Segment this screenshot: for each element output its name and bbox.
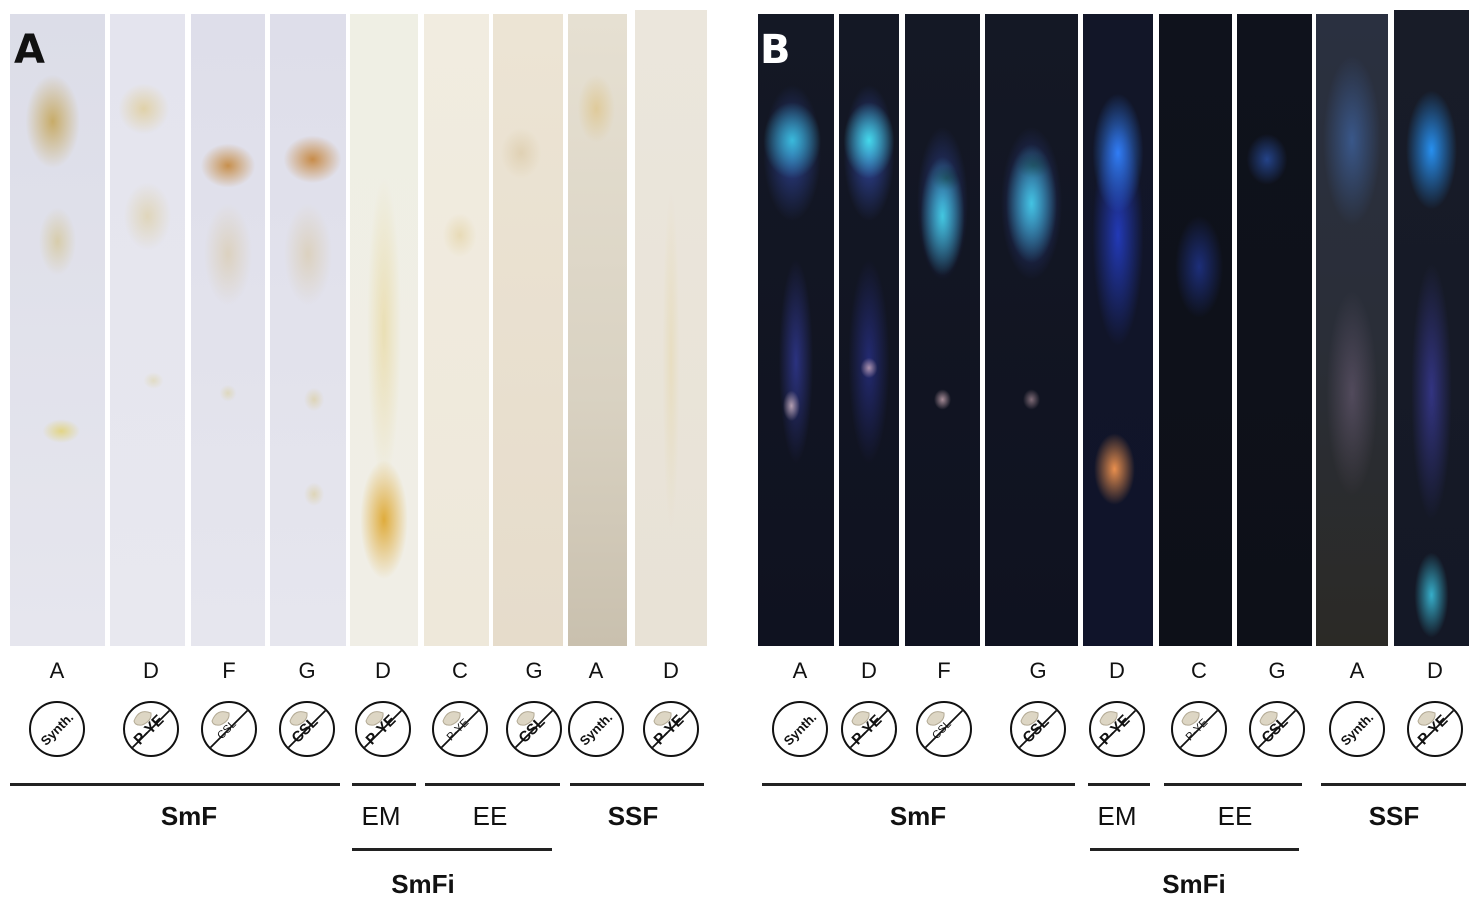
seed-icon — [648, 706, 694, 752]
tlc-strip — [1237, 14, 1312, 646]
seed-icon — [921, 706, 967, 752]
lane-label: G — [525, 658, 543, 683]
tlc-strip — [270, 14, 346, 646]
medium-badge: P-YE — [432, 701, 488, 757]
group-bar-smfi — [352, 848, 552, 851]
seed-icon — [1412, 706, 1458, 752]
lane-label: D — [663, 658, 679, 683]
tlc-strip — [10, 14, 105, 646]
panel-a-label: A — [14, 27, 45, 73]
lane-label: D — [143, 658, 159, 683]
group-bar-ssf — [1321, 783, 1466, 786]
tlc-strip — [1316, 14, 1388, 646]
seed-icon — [206, 706, 252, 752]
group-bar-smf — [10, 783, 340, 786]
seed-icon — [360, 706, 406, 752]
group-label-smf: SmF — [160, 801, 218, 831]
lane-label: D — [1427, 658, 1443, 683]
medium-label: Synth. — [1337, 709, 1377, 749]
group-label-ee: EE — [472, 801, 508, 831]
medium-badge: P-YE — [123, 701, 179, 757]
medium-label: Synth. — [576, 709, 616, 749]
seed-icon — [437, 706, 483, 752]
seed-icon — [1176, 706, 1222, 752]
lane-label: A — [792, 658, 808, 683]
tlc-strip — [191, 14, 265, 646]
tlc-strip — [635, 10, 707, 646]
seed-icon — [1254, 706, 1300, 752]
medium-badge: CSL — [1249, 701, 1305, 757]
seed-icon — [511, 706, 557, 752]
medium-badge: Synth. — [772, 701, 828, 757]
lane-label: D — [861, 658, 877, 683]
medium-badge: CSL — [201, 701, 257, 757]
group-bar-smfi — [1090, 848, 1299, 851]
lane-label: A — [49, 658, 65, 683]
group-label-smfi: SmFi — [391, 869, 455, 899]
medium-badge: Synth. — [568, 701, 624, 757]
group-bar-smf — [762, 783, 1075, 786]
group-bar-em — [352, 783, 416, 786]
group-label-em: EM — [1097, 801, 1137, 831]
tlc-strip — [1083, 14, 1153, 646]
group-bar-em — [1088, 783, 1150, 786]
medium-badge: CSL — [506, 701, 562, 757]
medium-badge: P-YE — [1089, 701, 1145, 757]
seed-icon — [128, 706, 174, 752]
group-bar-ee — [1164, 783, 1302, 786]
panel-b-label: B — [760, 27, 791, 73]
medium-label: Synth. — [37, 709, 77, 749]
seed-icon — [846, 706, 892, 752]
tlc-strip — [110, 14, 185, 646]
tlc-strip — [985, 14, 1078, 646]
tlc-strip — [758, 14, 834, 646]
seed-icon — [1094, 706, 1140, 752]
lane-label: F — [937, 658, 951, 683]
group-label-ssf: SSF — [607, 801, 659, 831]
tlc-strip — [568, 14, 627, 646]
group-bar-ee — [425, 783, 560, 786]
lane-label: A — [588, 658, 604, 683]
lane-label: G — [298, 658, 316, 683]
lane-label: C — [452, 658, 468, 683]
medium-badge: CSL — [279, 701, 335, 757]
group-label-ssf: SSF — [1368, 801, 1420, 831]
group-label-em: EM — [361, 801, 401, 831]
medium-badge: P-YE — [841, 701, 897, 757]
group-label-ee: EE — [1217, 801, 1253, 831]
seed-icon — [284, 706, 330, 752]
seed-icon — [1015, 706, 1061, 752]
tlc-strip — [350, 14, 418, 646]
tlc-strip — [1159, 14, 1232, 646]
medium-badge: CSL — [916, 701, 972, 757]
medium-badge: P-YE — [643, 701, 699, 757]
tlc-strip — [1394, 10, 1469, 646]
medium-badge: P-YE — [1407, 701, 1463, 757]
medium-badge: CSL — [1010, 701, 1066, 757]
group-label-smfi: SmFi — [1162, 869, 1226, 899]
lane-label: G — [1029, 658, 1047, 683]
medium-badge: P-YE — [355, 701, 411, 757]
tlc-strip — [493, 14, 563, 646]
tlc-strip — [424, 14, 489, 646]
lane-label: C — [1191, 658, 1207, 683]
tlc-strip — [839, 14, 899, 646]
group-label-smf: SmF — [889, 801, 947, 831]
lane-label: D — [1109, 658, 1125, 683]
tlc-strip — [905, 14, 980, 646]
group-bar-ssf — [570, 783, 704, 786]
lane-label: F — [222, 658, 236, 683]
medium-badge: P-YE — [1171, 701, 1227, 757]
lane-label: A — [1349, 658, 1365, 683]
medium-badge: Synth. — [1329, 701, 1385, 757]
medium-badge: Synth. — [29, 701, 85, 757]
medium-label: Synth. — [780, 709, 820, 749]
lane-label: D — [375, 658, 391, 683]
lane-label: G — [1268, 658, 1286, 683]
